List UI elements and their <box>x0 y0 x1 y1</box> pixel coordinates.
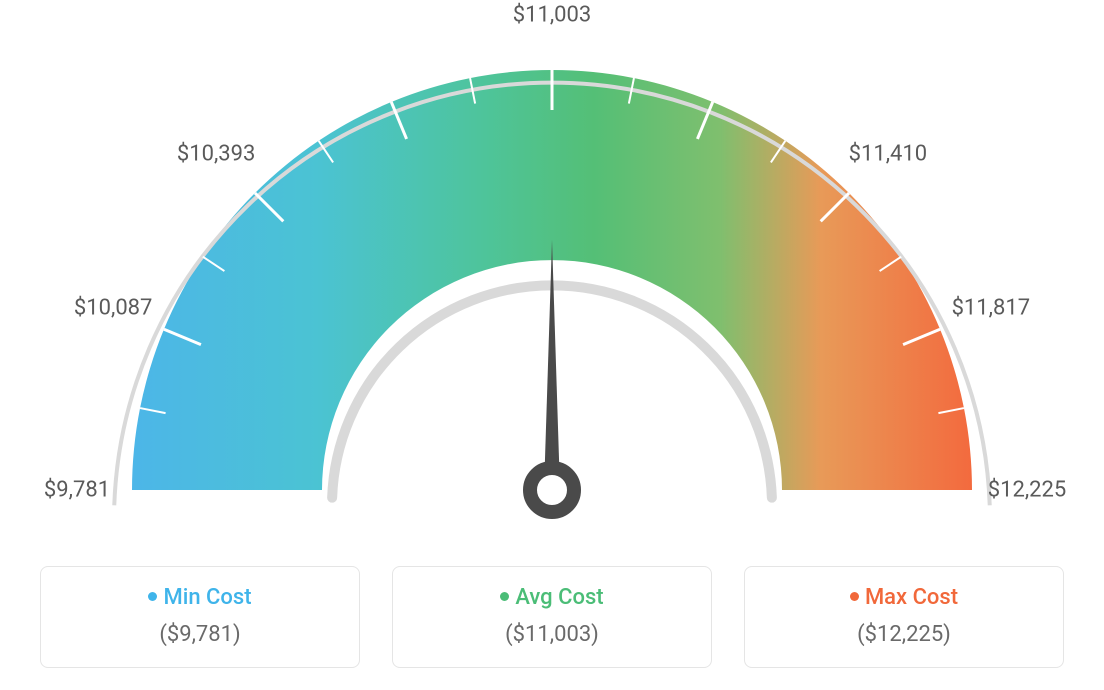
legend-value-avg: ($11,003) <box>413 622 691 647</box>
legend-dot-avg <box>500 592 509 601</box>
scale-label: $11,410 <box>849 142 928 167</box>
legend-label-min-text: Min Cost <box>163 585 251 610</box>
legend-label-avg-text: Avg Cost <box>515 585 603 610</box>
legend-dot-min <box>148 592 157 601</box>
legend-card-min: Min Cost ($9,781) <box>40 566 360 668</box>
legend-label-min: Min Cost <box>61 585 339 610</box>
gauge-area: $9,781 $10,087 $10,393 $11,003 $11,410 $11,81… <box>0 0 1104 540</box>
legend-card-avg: Avg Cost ($11,003) <box>392 566 712 668</box>
legend-value-max: ($12,225) <box>765 622 1043 647</box>
legend-value-min: ($9,781) <box>61 622 339 647</box>
legend-card-max: Max Cost ($12,225) <box>744 566 1064 668</box>
scale-label: $11,817 <box>952 296 1031 321</box>
scale-label: $12,225 <box>988 478 1067 503</box>
scale-label: $10,393 <box>177 142 256 167</box>
chart-container: $9,781 $10,087 $10,393 $11,003 $11,410 $11,81… <box>0 0 1104 690</box>
scale-label: $9,781 <box>44 478 110 503</box>
legend-label-max: Max Cost <box>765 585 1043 610</box>
scale-label: $11,003 <box>513 3 592 28</box>
legend-row: Min Cost ($9,781) Avg Cost ($11,003) Max… <box>40 566 1064 668</box>
legend-dot-max <box>850 592 859 601</box>
legend-label-max-text: Max Cost <box>865 585 958 610</box>
scale-label: $10,087 <box>74 296 153 321</box>
legend-label-avg: Avg Cost <box>413 585 691 610</box>
gauge-svg <box>0 0 1104 540</box>
